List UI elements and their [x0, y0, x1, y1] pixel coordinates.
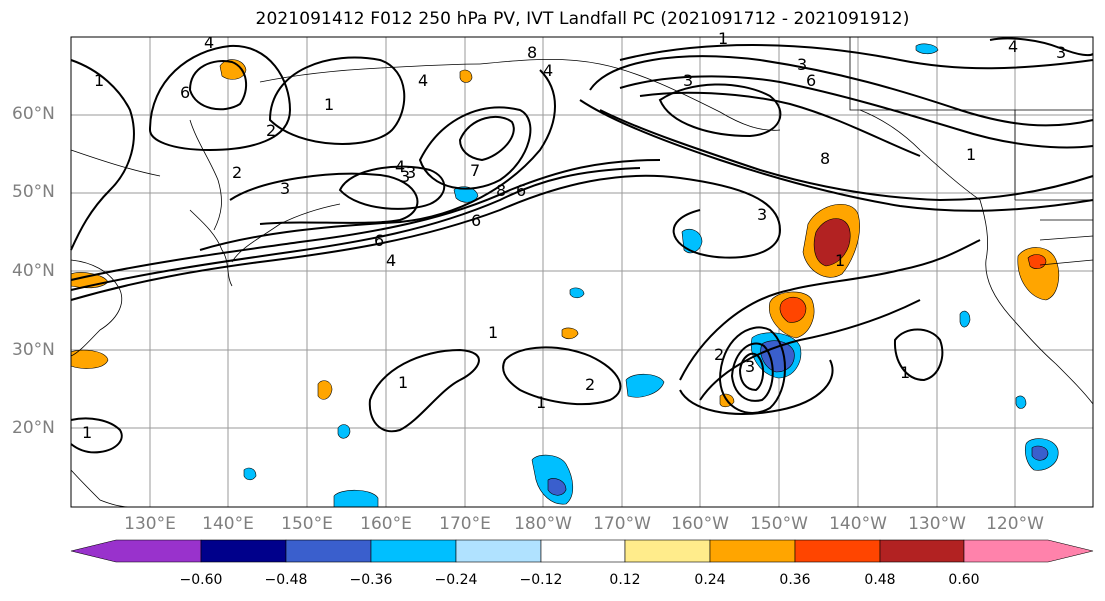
lat-label: 40°N — [12, 261, 55, 281]
contour-label: 1 — [94, 71, 104, 90]
contour-label: 2 — [266, 121, 276, 140]
contour-label: 4 — [386, 251, 396, 270]
contour-label: 3 — [280, 179, 290, 198]
contour-label: 3 — [757, 205, 767, 224]
lon-label: 140°E — [202, 514, 254, 534]
colorbar-segment — [879, 539, 965, 563]
contour-label: 1 — [966, 145, 976, 164]
contour-label: 4 — [395, 157, 405, 176]
lon-label: 180°W — [514, 514, 572, 534]
contour-label: 6 — [471, 211, 481, 230]
contour-label: 2 — [714, 345, 724, 364]
lon-label: 150°W — [750, 514, 808, 534]
contour-label: 3 — [406, 163, 416, 182]
colorbar-segment — [794, 539, 881, 563]
lat-label: 60°N — [12, 104, 55, 124]
contour-label: 1 — [82, 423, 92, 442]
contour-label: 8 — [496, 181, 506, 200]
contour-label: 4 — [418, 71, 428, 90]
lon-label: 170°W — [593, 514, 651, 534]
lon-label: 160°W — [671, 514, 729, 534]
colorbar-segment — [540, 539, 626, 563]
colorbar-segment — [709, 539, 796, 563]
colorbar-tick-label: −0.36 — [349, 572, 393, 588]
graticule — [71, 37, 1093, 507]
colorbar-tick-label: −0.48 — [264, 572, 308, 588]
contour-label: 6 — [180, 83, 190, 102]
map-title: 2021091412 F012 250 hPa PV, IVT Landfall… — [255, 9, 910, 29]
lat-label: 50°N — [12, 182, 55, 202]
colorbar-segment — [963, 539, 1094, 563]
contour-label: 1 — [488, 323, 498, 342]
lon-label: 160°E — [360, 514, 412, 534]
colorbar-tick-label: 0.60 — [948, 572, 980, 588]
contour-label: 3 — [1056, 43, 1066, 62]
colorbar-tick-label: 0.48 — [864, 572, 896, 588]
contour-label: 4 — [543, 61, 553, 80]
map-area — [71, 37, 1093, 507]
contour-label: 3 — [745, 357, 755, 376]
contour-label: 7 — [470, 161, 480, 180]
contour-label: 6 — [806, 71, 816, 90]
colorbar-segment — [200, 539, 287, 563]
contour-label: 1 — [718, 29, 728, 48]
contour-label: 8 — [820, 149, 830, 168]
contour-label: 2 — [232, 163, 242, 182]
contour-label: 4 — [204, 33, 214, 52]
lon-label: 150°E — [281, 514, 333, 534]
lon-label: 130°W — [908, 514, 966, 534]
map-frame — [70, 36, 1094, 508]
lat-label: 30°N — [12, 340, 55, 360]
lon-label: 120°W — [986, 514, 1044, 534]
colorbar-segment — [370, 539, 457, 563]
contour-label: 8 — [527, 43, 537, 62]
contour-label: 4 — [1008, 37, 1018, 56]
contour-label: 6 — [516, 181, 526, 200]
lon-label: 170°E — [439, 514, 491, 534]
colorbar-segment — [624, 539, 711, 563]
colorbar-segment — [70, 539, 202, 563]
colorbar-segment — [285, 539, 372, 563]
colorbar-tick-label: −0.12 — [519, 572, 563, 588]
lon-label: 140°W — [829, 514, 887, 534]
contour-label: 1 — [324, 95, 334, 114]
colorbar-tick-label: 0.24 — [694, 572, 726, 588]
contour-label: 1 — [835, 251, 845, 270]
contour-label: 1 — [900, 363, 910, 382]
colorbar-tick-label: 0.36 — [779, 572, 811, 588]
colorbar — [70, 539, 1094, 563]
pv-contours — [70, 37, 1094, 454]
contour-label: 6 — [374, 231, 384, 250]
contour-label: 2 — [585, 375, 595, 394]
lon-label: 130°E — [124, 514, 176, 534]
contour-label: 3 — [683, 71, 693, 90]
contour-labels: 4 6 1 2 3 8 1 3 6 8 4 3 1 4 3 2 4 6 8 6 … — [82, 29, 1066, 442]
colorbar-tick-label: −0.60 — [179, 572, 223, 588]
contour-label: 1 — [536, 393, 546, 412]
colorbar-tick-label: −0.24 — [434, 572, 478, 588]
lat-label: 20°N — [12, 418, 55, 438]
contour-label: 3 — [400, 167, 410, 186]
colorbar-tick-label: 0.12 — [609, 572, 641, 588]
contour-label: 1 — [398, 373, 408, 392]
colorbar-segment — [455, 539, 542, 563]
contour-label: 3 — [797, 55, 807, 74]
